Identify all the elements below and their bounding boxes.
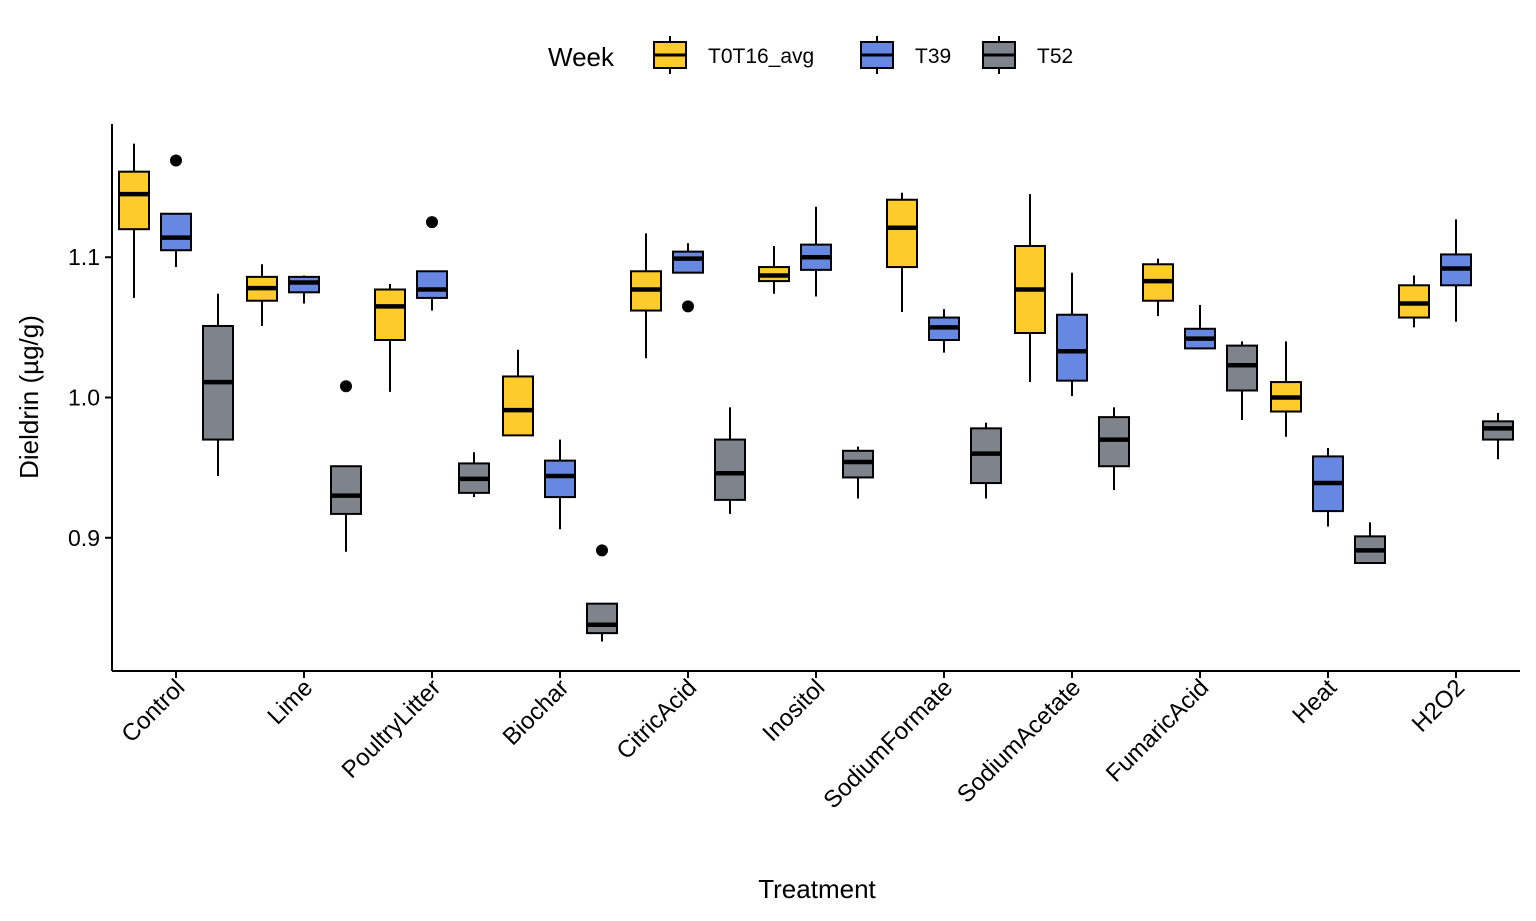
plot-area <box>118 143 1514 642</box>
box-CitricAcid-T52 <box>714 407 746 514</box>
outlier-point <box>596 544 608 557</box>
box-FumaricAcid-T39 <box>1184 304 1216 350</box>
outlier-point <box>426 216 438 229</box>
box-Control-T52 <box>202 293 234 477</box>
box-Lime-T52 <box>330 380 362 552</box>
box-Control-T0T16_avg <box>118 143 150 298</box>
box-PoultryLitter-T0T16_avg <box>374 283 406 392</box>
legend-item-T39: T39 <box>860 36 951 74</box>
box-Biochar-T39 <box>544 439 576 530</box>
x-tick-label-SodiumFormate: SodiumFormate <box>818 674 958 814</box>
x-tick-label-SodiumAcetate: SodiumAcetate <box>952 674 1086 808</box>
box-body <box>1056 313 1088 382</box>
box-body <box>1226 344 1258 392</box>
legend-label: T0T16_avg <box>708 45 814 68</box>
x-tick-label-H2O2: H2O2 <box>1407 674 1470 737</box>
box-body <box>714 438 746 501</box>
x-tick-label-CitricAcid: CitricAcid <box>611 674 702 765</box>
box-Heat-T0T16_avg <box>1270 341 1302 437</box>
legend-title: Week <box>548 42 615 72</box>
x-tick-label-Biochar: Biochar <box>498 674 575 751</box>
y-tick-label: 1.0 <box>68 385 100 411</box>
box-body <box>502 375 534 437</box>
series-T0T16_avg <box>118 143 1430 437</box>
box-H2O2-T52 <box>1482 412 1514 460</box>
x-tick-label-Control: Control <box>116 674 190 748</box>
outlier-point <box>682 300 694 313</box>
box-FumaricAcid-T52 <box>1226 341 1258 420</box>
box-body <box>672 250 704 274</box>
box-PoultryLitter-T52 <box>458 452 490 498</box>
legend-item-T52: T52 <box>982 36 1073 74</box>
box-Inositol-T39 <box>800 206 832 297</box>
x-tick-label-Heat: Heat <box>1287 674 1342 729</box>
box-body <box>330 465 362 515</box>
box-body <box>886 198 918 269</box>
y-tick-label: 0.9 <box>68 525 100 551</box>
box-body <box>118 170 150 231</box>
box-Lime-T0T16_avg <box>246 264 278 326</box>
box-body <box>160 212 192 252</box>
axes: 0.9 1.0 1.1 Control Lime PoultryLitter Biochar… <box>68 124 1520 814</box>
box-body <box>416 270 448 299</box>
box-body <box>586 602 618 635</box>
box-Control-T39 <box>160 154 192 268</box>
x-tick-label-Inositol: Inositol <box>757 674 830 747</box>
x-tick-label-FumaricAcid: FumaricAcid <box>1101 674 1214 787</box>
box-SodiumAcetate-T0T16_avg <box>1014 194 1046 383</box>
box-Biochar-T0T16_avg <box>502 349 534 437</box>
series-T39 <box>160 154 1472 530</box>
series-T52 <box>202 293 1514 642</box>
x-tick-label-PoultryLitter: PoultryLitter <box>337 674 447 784</box>
box-CitricAcid-T0T16_avg <box>630 233 662 359</box>
outlier-point <box>340 380 352 393</box>
box-body <box>544 459 576 499</box>
box-FumaricAcid-T0T16_avg <box>1142 258 1174 317</box>
box-PoultryLitter-T39 <box>416 216 448 311</box>
box-Heat-T39 <box>1312 447 1344 527</box>
box-SodiumAcetate-T52 <box>1098 407 1130 491</box>
y-axis-title: Dieldrin (µg/g) <box>14 315 44 479</box>
x-tick-label-Lime: Lime <box>262 674 318 730</box>
box-body <box>374 288 406 341</box>
box-Heat-T52 <box>1354 522 1386 565</box>
box-H2O2-T0T16_avg <box>1398 275 1430 328</box>
legend: Week T0T16_avg T39 T52 <box>548 36 1073 74</box>
box-SodiumFormate-T39 <box>928 309 960 353</box>
box-Biochar-T52 <box>586 544 618 642</box>
box-SodiumFormate-T52 <box>970 422 1002 499</box>
box-SodiumFormate-T0T16_avg <box>886 192 918 312</box>
x-axis-title: Treatment <box>758 874 876 904</box>
y-tick-label: 1.1 <box>68 244 100 270</box>
box-SodiumAcetate-T39 <box>1056 272 1088 397</box>
legend-label: T39 <box>915 45 951 68</box>
box-Lime-T39 <box>288 275 320 304</box>
legend-label: T52 <box>1037 45 1073 68</box>
legend-item-T0T16_avg: T0T16_avg <box>653 36 814 74</box>
outlier-point <box>170 154 182 167</box>
box-CitricAcid-T39 <box>672 243 704 313</box>
box-H2O2-T39 <box>1440 219 1472 322</box>
box-Inositol-T0T16_avg <box>758 246 790 294</box>
box-Inositol-T52 <box>842 446 874 499</box>
